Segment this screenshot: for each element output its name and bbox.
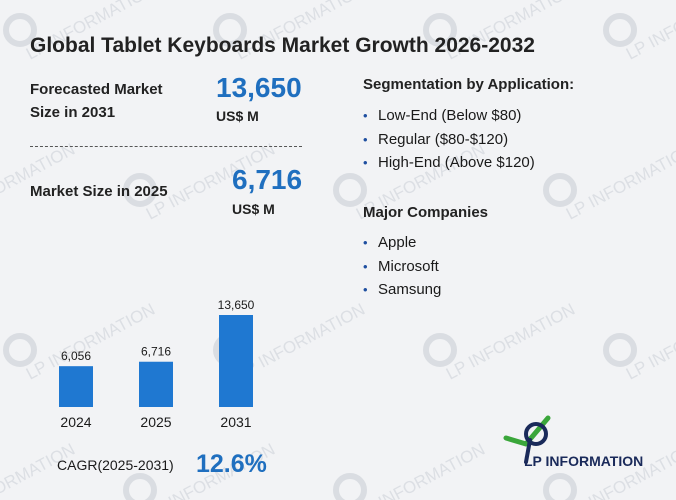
watermark-ring (543, 173, 577, 207)
watermark-ring (333, 473, 367, 500)
company-label: Microsoft (378, 257, 439, 275)
category-label: 2024 (60, 414, 91, 430)
watermark-ring (423, 333, 457, 367)
segment-label: High-End (Above $120) (378, 154, 535, 171)
forecast-unit: US$ M (216, 108, 259, 124)
category-label: 2031 (220, 414, 251, 430)
company-label: Apple (378, 234, 417, 251)
bullet-icon: • (363, 131, 368, 147)
bullet-icon: • (363, 155, 368, 170)
logo-ring (524, 422, 548, 446)
list-item: • Microsoft (363, 255, 441, 279)
cagr-value: 12.6% (196, 450, 267, 478)
list-item: • Low-End (Below $80) (363, 104, 535, 128)
company-label: Samsung (378, 281, 442, 298)
bar-value-label: 13,650 (218, 298, 255, 312)
companies-list: • Apple • Microsoft • Samsung (363, 231, 441, 302)
bullet-icon: • (363, 108, 368, 123)
list-item: • Samsung (363, 278, 441, 302)
logo-stem (524, 438, 532, 464)
bar-2025 (139, 361, 173, 407)
current-value: 6,716 (232, 164, 303, 195)
watermark-text: LP INFORMATION (623, 300, 676, 384)
watermark-ring (543, 473, 577, 500)
bullet-icon: • (363, 235, 368, 250)
companies-heading: Major Companies (363, 204, 489, 221)
market-size-bar-chart: 6,056 2024 6,716 2025 13,650 2031 (59, 298, 255, 430)
watermark-ring (123, 473, 157, 500)
bar-value-label: 6,056 (61, 349, 91, 363)
logo-text: LP INFORMATION (524, 453, 644, 469)
bullet-icon: • (363, 282, 368, 297)
watermark-text: LP INFORMATION (623, 0, 676, 64)
forecast-value: 13,650 (216, 72, 302, 103)
watermark-ring (333, 173, 367, 207)
watermark-ring (603, 13, 637, 47)
lp-information-logo (503, 415, 551, 464)
list-item: • Regular ($80-$120) (363, 128, 535, 152)
list-item: • High-End (Above $120) (363, 151, 535, 175)
watermark-text: LP INFORMATION (353, 440, 488, 500)
watermark-ring (3, 333, 37, 367)
watermark-text: LP INFORMATION (563, 140, 676, 224)
bar-value-label: 6,716 (141, 345, 171, 359)
forecast-label-line2: Size in 2031 (30, 104, 116, 121)
current-unit: US$ M (232, 201, 275, 217)
cagr-label: CAGR(2025-2031) (57, 457, 174, 473)
bar-2031 (219, 315, 253, 407)
forecast-label: Forecasted Market Size in 2031 (30, 78, 163, 124)
segmentation-list: • Low-End (Below $80) • Regular ($80-$120)… (363, 104, 535, 175)
bullet-icon: • (363, 258, 368, 274)
bar-2024 (59, 366, 93, 407)
list-item: • Apple (363, 231, 441, 255)
divider (30, 146, 302, 147)
segmentation-heading: Segmentation by Application: (363, 76, 575, 93)
current-label: Market Size in 2025 (30, 183, 168, 200)
segment-label: Regular ($80-$120) (378, 130, 509, 148)
category-label: 2025 (140, 414, 171, 430)
watermark-ring (603, 333, 637, 367)
page-title: Global Tablet Keyboards Market Growth 20… (30, 34, 535, 57)
segment-label: Low-End (Below $80) (378, 107, 522, 124)
forecast-label-line1: Forecasted Market (30, 81, 163, 98)
watermark-text: LP INFORMATION (443, 300, 578, 384)
